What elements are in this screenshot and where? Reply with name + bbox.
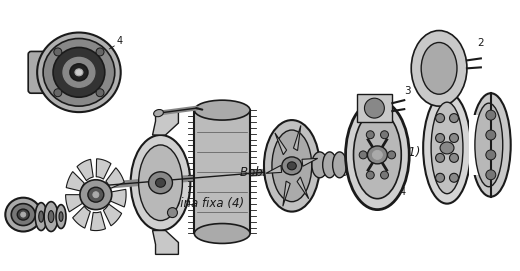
Ellipse shape [264,120,320,212]
Ellipse shape [387,151,396,159]
Ellipse shape [449,114,459,122]
Ellipse shape [449,134,459,143]
Ellipse shape [149,172,173,194]
Ellipse shape [48,211,54,222]
Ellipse shape [63,57,95,87]
Ellipse shape [486,130,496,140]
Ellipse shape [54,48,62,56]
Ellipse shape [194,100,250,120]
Ellipse shape [449,153,459,162]
Ellipse shape [365,98,384,118]
Ellipse shape [346,100,409,209]
FancyBboxPatch shape [28,51,46,93]
Ellipse shape [44,202,58,231]
Ellipse shape [38,211,44,222]
Polygon shape [297,177,309,199]
Ellipse shape [54,89,62,97]
Polygon shape [266,165,282,173]
Polygon shape [77,159,93,181]
Ellipse shape [359,151,367,159]
Text: 2: 2 [477,38,484,49]
Polygon shape [275,133,287,155]
Ellipse shape [486,110,496,120]
Ellipse shape [368,146,387,164]
Polygon shape [106,168,124,189]
Polygon shape [110,189,126,207]
Ellipse shape [311,152,328,178]
Ellipse shape [43,38,115,106]
Bar [357,94,392,122]
Polygon shape [96,159,111,179]
Ellipse shape [70,64,88,81]
Ellipse shape [5,198,41,231]
Ellipse shape [96,48,104,56]
Ellipse shape [449,173,459,182]
Polygon shape [73,206,90,228]
Text: diodos (1): diodos (1) [361,146,421,159]
Ellipse shape [37,33,121,112]
Polygon shape [283,181,290,206]
Ellipse shape [366,131,374,139]
Ellipse shape [282,157,302,175]
Ellipse shape [381,171,388,179]
Text: 4: 4 [116,37,123,46]
Ellipse shape [381,131,388,139]
Ellipse shape [139,145,183,221]
Ellipse shape [272,130,311,202]
Ellipse shape [96,89,104,97]
Ellipse shape [436,114,445,122]
Ellipse shape [436,173,445,182]
Ellipse shape [436,153,445,162]
Ellipse shape [431,102,463,194]
Ellipse shape [323,152,336,178]
Ellipse shape [288,162,296,170]
Ellipse shape [155,178,165,187]
Ellipse shape [17,209,29,220]
Ellipse shape [131,135,190,231]
Ellipse shape [53,47,105,97]
Ellipse shape [167,208,177,218]
Bar [469,115,491,175]
Ellipse shape [421,43,457,94]
Ellipse shape [93,192,99,198]
Ellipse shape [354,111,401,199]
Polygon shape [66,172,84,191]
Text: Bobinas móveis (5): Bobinas móveis (5) [240,166,354,179]
Ellipse shape [56,205,66,228]
Ellipse shape [80,180,112,209]
Ellipse shape [88,187,104,202]
Polygon shape [302,158,318,166]
Ellipse shape [75,69,83,76]
Ellipse shape [440,142,454,154]
Polygon shape [66,195,83,212]
Ellipse shape [59,212,63,221]
Ellipse shape [11,204,35,225]
Ellipse shape [486,170,496,180]
Ellipse shape [436,134,445,143]
Polygon shape [152,111,178,135]
Ellipse shape [372,150,382,159]
Polygon shape [90,212,106,231]
Ellipse shape [366,171,374,179]
Ellipse shape [194,224,250,243]
Text: 3: 3 [404,86,411,96]
Text: bobina fixa (4): bobina fixa (4) [158,197,244,210]
Text: 4: 4 [399,187,406,197]
Polygon shape [103,204,122,226]
Ellipse shape [423,92,471,204]
Ellipse shape [411,31,467,106]
Bar [194,110,250,234]
Ellipse shape [21,212,25,217]
Ellipse shape [35,203,47,231]
Polygon shape [293,125,301,151]
Ellipse shape [333,152,346,178]
Ellipse shape [153,109,163,117]
Ellipse shape [471,93,511,197]
Polygon shape [152,231,178,254]
Ellipse shape [486,150,496,160]
Ellipse shape [475,103,503,187]
